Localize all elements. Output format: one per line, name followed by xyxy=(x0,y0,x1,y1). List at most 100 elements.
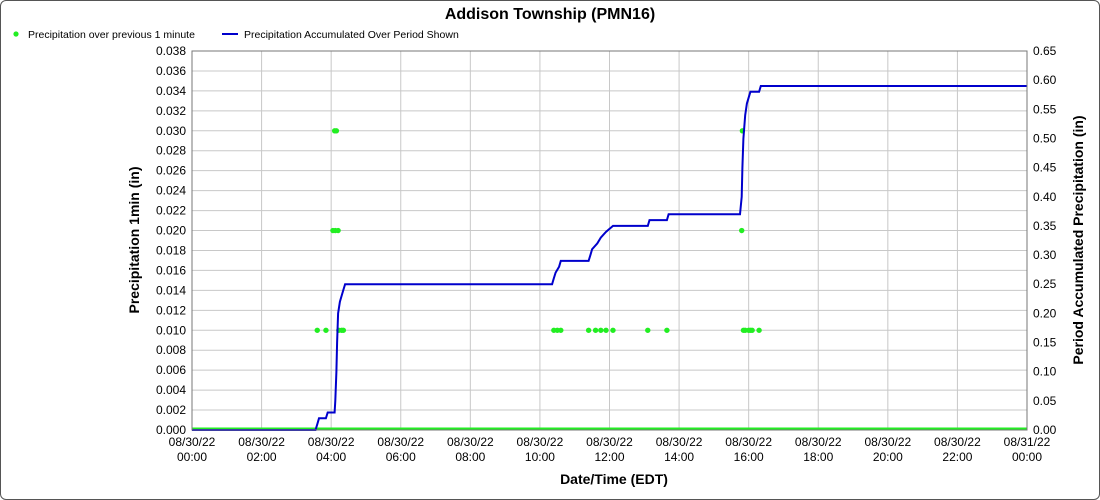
y-right-tick-label: 0.45 xyxy=(1033,161,1057,175)
plot-area-border xyxy=(191,50,1028,431)
x-tick-date: 08/30/22 xyxy=(238,435,285,449)
x-tick-label: 08/30/22 10:00 xyxy=(517,435,564,464)
x-tick-time: 12:00 xyxy=(594,450,624,464)
y-left-tick-label: 0.038 xyxy=(156,44,186,58)
y-left-tick-label: 0.034 xyxy=(156,84,186,98)
y-right-tick-label: 0.55 xyxy=(1033,102,1057,116)
precip-point xyxy=(610,327,616,333)
x-tick-date: 08/30/22 xyxy=(586,435,633,449)
x-tick-date: 08/30/22 xyxy=(934,435,981,449)
y-left-tick-label: 0.014 xyxy=(156,283,186,297)
x-tick-label: 08/31/22 00:00 xyxy=(1004,435,1051,464)
y-left-tick-label: 0.032 xyxy=(156,104,186,118)
y-right-tick-label: 0.15 xyxy=(1033,336,1057,350)
y-right-tick-label: 0.20 xyxy=(1033,306,1057,320)
x-tick-label: 08/30/22 00:00 xyxy=(169,435,216,464)
x-tick-time: 14:00 xyxy=(664,450,694,464)
gridlines xyxy=(191,50,1028,431)
x-tick-label: 08/30/22 14:00 xyxy=(656,435,703,464)
x-tick-date: 08/30/22 xyxy=(795,435,842,449)
y-left-tick-label: 0.010 xyxy=(156,323,186,337)
x-tick-label: 08/30/22 16:00 xyxy=(725,435,772,464)
x-tick-time: 00:00 xyxy=(177,450,207,464)
legend-line-label: Precipitation Accumulated Over Period Sh… xyxy=(244,29,459,41)
x-tick-time: 02:00 xyxy=(247,450,277,464)
precip-point xyxy=(749,327,755,333)
y-left-axis-ticks: 0.000 0.002 0.004 0.006 0.008 0.010 0.012 0.014… xyxy=(156,44,186,437)
precip-point xyxy=(585,327,592,333)
y-right-tick-label: 0.10 xyxy=(1033,365,1057,379)
x-tick-date: 08/30/22 xyxy=(308,435,355,449)
y-left-tick-label: 0.000 xyxy=(156,423,186,437)
x-tick-date: 08/31/22 xyxy=(1004,435,1051,449)
x-tick-date: 08/30/22 xyxy=(447,435,494,449)
y-right-axis-label: Period Accumulated Precipitation (in) xyxy=(1070,115,1086,364)
y-left-tick-label: 0.030 xyxy=(156,124,186,138)
x-tick-time: 18:00 xyxy=(803,450,833,464)
legend-points-marker xyxy=(13,31,19,37)
x-tick-time: 16:00 xyxy=(734,450,764,464)
x-tick-label: 08/30/22 12:00 xyxy=(586,435,633,464)
precip-point xyxy=(664,327,670,333)
y-left-tick-label: 0.028 xyxy=(156,144,186,158)
precip-point xyxy=(598,327,604,333)
y-left-tick-label: 0.020 xyxy=(156,224,186,238)
x-tick-label: 08/30/22 06:00 xyxy=(377,435,424,464)
y-right-tick-label: 0.65 xyxy=(1033,44,1057,58)
y-right-tick-label: 0.05 xyxy=(1033,394,1057,408)
y-left-tick-label: 0.012 xyxy=(156,303,186,317)
precip-point xyxy=(340,327,347,333)
y-left-tick-label: 0.024 xyxy=(156,184,186,198)
legend: Precipitation over previous 1 minute Pre… xyxy=(13,29,459,41)
precip-point xyxy=(645,327,651,333)
y-right-tick-label: 0.60 xyxy=(1033,73,1057,87)
legend-points-label: Precipitation over previous 1 minute xyxy=(28,29,195,41)
y-right-tick-label: 0.35 xyxy=(1033,219,1057,233)
x-tick-date: 08/30/22 xyxy=(377,435,424,449)
precip-point xyxy=(333,128,340,134)
y-left-tick-label: 0.002 xyxy=(156,403,186,417)
x-tick-time: 10:00 xyxy=(525,450,555,464)
x-tick-date: 08/30/22 xyxy=(725,435,772,449)
precip-point xyxy=(335,227,341,234)
precip-point xyxy=(739,227,745,234)
x-tick-label: 08/30/22 08:00 xyxy=(447,435,494,464)
x-tick-time: 22:00 xyxy=(942,450,972,464)
x-tick-label: 08/30/22 20:00 xyxy=(864,435,911,464)
y-left-tick-label: 0.016 xyxy=(156,263,186,277)
accumulated-line xyxy=(192,85,1027,431)
x-tick-label: 08/30/22 18:00 xyxy=(795,435,842,464)
precip-point xyxy=(603,327,609,333)
y-right-tick-label: 0.00 xyxy=(1033,423,1057,437)
y-left-tick-label: 0.004 xyxy=(156,383,186,397)
y-left-tick-label: 0.036 xyxy=(156,64,186,78)
y-right-axis-ticks: 0.00 0.05 0.10 0.15 0.20 0.25 0.30 0.35 0.40 0.45… xyxy=(1033,44,1057,437)
y-left-tick-label: 0.008 xyxy=(156,343,186,357)
x-axis-label: Date/Time (EDT) xyxy=(560,471,668,487)
y-left-tick-label: 0.006 xyxy=(156,363,186,377)
x-tick-label: 08/30/22 04:00 xyxy=(308,435,355,464)
x-tick-date: 08/30/22 xyxy=(517,435,564,449)
x-tick-time: 20:00 xyxy=(873,450,903,464)
x-tick-time: 06:00 xyxy=(386,450,416,464)
precip-point xyxy=(323,327,329,333)
y-right-tick-label: 0.40 xyxy=(1033,190,1057,204)
x-tick-time: 08:00 xyxy=(455,450,485,464)
precip-point xyxy=(756,327,762,333)
precip-point xyxy=(314,327,320,333)
y-left-axis-label: Precipitation 1min (in) xyxy=(126,166,142,313)
y-left-tick-label: 0.018 xyxy=(156,243,186,257)
x-tick-label: 08/30/22 22:00 xyxy=(934,435,981,464)
one-minute-points xyxy=(314,128,762,333)
y-left-tick-label: 0.022 xyxy=(156,204,186,218)
y-right-tick-label: 0.30 xyxy=(1033,248,1057,262)
x-tick-time: 00:00 xyxy=(1012,450,1042,464)
precip-point xyxy=(558,327,564,333)
x-tick-date: 08/30/22 xyxy=(169,435,216,449)
x-tick-label: 08/30/22 02:00 xyxy=(238,435,285,464)
chart-title: Addison Township (PMN16) xyxy=(445,6,655,23)
x-tick-date: 08/30/22 xyxy=(864,435,911,449)
x-tick-time: 04:00 xyxy=(316,450,346,464)
y-right-tick-label: 0.50 xyxy=(1033,131,1057,145)
